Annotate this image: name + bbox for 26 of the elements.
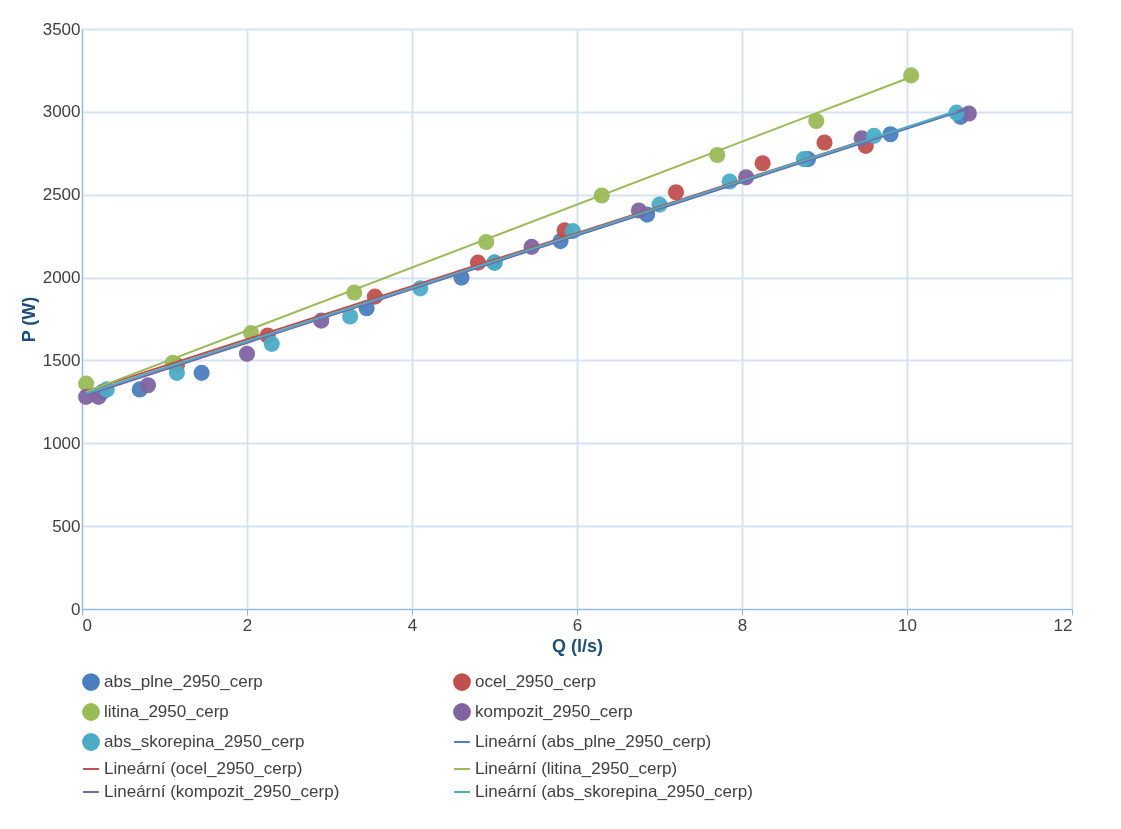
x-tick-label: 12 bbox=[1053, 615, 1073, 635]
x-axis-title: Q (l/s) bbox=[551, 635, 604, 656]
legend-label: abs_plne_2950_cerp bbox=[104, 672, 263, 692]
y-tick-label: 1500 bbox=[42, 350, 81, 370]
y-tick-label: 3500 bbox=[42, 19, 81, 39]
legend-label: kompozit_2950_cerp bbox=[475, 702, 633, 721]
y-tick-label: 2500 bbox=[42, 185, 81, 205]
y-tick-label: 3000 bbox=[42, 102, 81, 122]
legend-label: Lineární (abs_plne_2950_cerp) bbox=[475, 732, 712, 751]
x-tick-label: 2 bbox=[242, 615, 253, 635]
legend-label: Lineární (ocel_2950_cerp) bbox=[104, 759, 303, 778]
x-tick-label: 4 bbox=[407, 615, 418, 635]
y-tick-label: 1000 bbox=[42, 433, 81, 453]
x-tick-label: 6 bbox=[572, 615, 583, 635]
legend-label: litina_2950_cerp bbox=[104, 702, 229, 721]
y-axis-title: P (W) bbox=[18, 296, 39, 343]
legend-label: Lineární (kompozit_2950_cerp) bbox=[104, 782, 340, 801]
y-tick-label: 500 bbox=[52, 516, 81, 536]
legend-label: ocel_2950_cerp bbox=[475, 672, 596, 692]
legend-label: Lineární (litina_2950_cerp) bbox=[475, 759, 678, 778]
legend-label: Lineární (abs_skorepina_2950_cerp) bbox=[475, 782, 753, 801]
y-tick-label: 2000 bbox=[42, 268, 81, 288]
y-tick-label: 0 bbox=[71, 599, 81, 619]
x-tick-label: 10 bbox=[898, 615, 917, 635]
x-tick-label: 8 bbox=[737, 615, 748, 635]
legend-label: abs_skorepina_2950_cerp bbox=[104, 732, 305, 751]
